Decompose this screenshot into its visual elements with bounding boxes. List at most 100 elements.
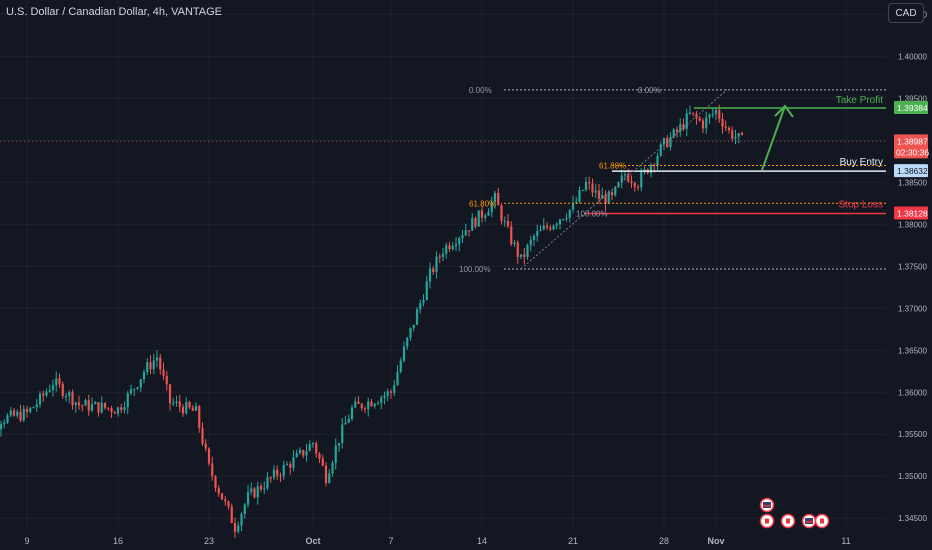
candle-body <box>175 401 178 403</box>
candle-body <box>12 410 16 416</box>
symbol-title: U.S. Dollar / Canadian Dollar, 4h, VANTA… <box>6 6 223 18</box>
candle-body <box>659 144 662 156</box>
candle-body <box>396 371 399 386</box>
candle-body <box>16 411 19 416</box>
candle-body <box>477 210 480 227</box>
candle-body <box>194 406 198 411</box>
overlays: Take Profit Buy Entry Stop Loss 0.00% 0.00% 6… <box>0 86 886 274</box>
candle-body <box>510 226 513 244</box>
candle-body <box>451 246 454 250</box>
candle-body <box>0 424 3 430</box>
candle-body <box>721 118 724 127</box>
candle-body <box>354 401 357 408</box>
candle-body <box>292 457 295 468</box>
candle-body <box>94 402 97 405</box>
candle-body <box>149 362 152 370</box>
candle-body <box>237 525 240 532</box>
candle-body <box>6 415 9 423</box>
candle-body <box>81 405 84 407</box>
candle-body <box>610 192 614 196</box>
fib-label: 100.00% <box>576 210 608 219</box>
time-tick-label: 28 <box>659 536 669 546</box>
candle-body <box>308 444 311 452</box>
candle-body <box>591 183 594 193</box>
candle-body <box>503 220 506 222</box>
arrow-head <box>774 104 794 118</box>
candle-body <box>623 174 627 176</box>
candle-body <box>487 212 490 216</box>
stop-loss-price-tag-bg <box>894 206 928 220</box>
candle-body <box>142 372 146 380</box>
candle-body <box>636 186 640 188</box>
candles <box>0 104 744 539</box>
candle-body <box>458 238 461 245</box>
time-tick-label: 11 <box>841 536 850 546</box>
candle-body <box>627 174 630 182</box>
buy-entry-price-tag-bg <box>894 164 928 178</box>
candle-body <box>172 402 175 404</box>
candle-body <box>331 462 334 474</box>
take-profit-price-tag: 1.39384 <box>897 103 928 113</box>
time-axis[interactable]: 9 16 23 Oct 7 14 21 28 Nov 11 <box>24 536 850 546</box>
candle-body <box>61 383 64 397</box>
candle-body <box>714 109 718 114</box>
candle-body <box>77 402 81 406</box>
candle-body <box>412 324 415 328</box>
candle-body <box>513 242 516 244</box>
candle-body <box>419 303 422 310</box>
economic-events[interactable] <box>759 497 830 529</box>
candle-body <box>253 488 256 498</box>
candle-body <box>367 401 370 410</box>
candle-body <box>409 327 412 338</box>
price-tick-label: 1.37500 <box>898 262 927 271</box>
candle-body <box>191 407 194 411</box>
candle-body <box>692 112 695 114</box>
candle-body <box>272 469 276 478</box>
price-axis[interactable]: 1.405001.400001.395001.390001.385001.380… <box>894 10 929 523</box>
candle-body <box>133 388 136 390</box>
candle-body <box>542 225 545 230</box>
candle-body <box>58 378 61 384</box>
candle-body <box>604 195 607 204</box>
flag-us-stripe <box>805 521 813 523</box>
candle-body <box>256 486 259 498</box>
candle-body <box>594 190 597 193</box>
candle-body <box>711 113 714 115</box>
candle-body <box>480 210 484 218</box>
candle-body <box>363 408 367 410</box>
projection-arrow <box>761 105 786 171</box>
candle-body <box>263 488 266 490</box>
stop-loss-price-tag: 1.38128 <box>897 209 928 219</box>
candle-body <box>402 346 406 361</box>
candle-body <box>536 231 539 237</box>
chart-grid <box>0 0 886 530</box>
candle-body <box>214 476 217 489</box>
candle-body <box>269 477 272 479</box>
candle-body <box>116 407 120 414</box>
time-tick-label: 9 <box>24 536 29 546</box>
price-tick-label: 1.36500 <box>898 346 927 355</box>
flag-ca-leaf <box>765 518 769 524</box>
candle-body <box>656 155 659 166</box>
time-tick-label: Oct <box>305 536 320 546</box>
take-profit-price-tag-bg <box>894 101 928 115</box>
fib-label: 100.00% <box>459 265 491 274</box>
candle-body <box>737 132 740 137</box>
candle-body <box>51 385 55 391</box>
candle-body <box>188 402 191 408</box>
candle-body <box>204 443 207 449</box>
currency-button[interactable]: CAD <box>888 3 924 23</box>
candle-body <box>302 450 305 456</box>
candle-body <box>159 357 162 370</box>
candle-body <box>545 225 549 228</box>
candle-body <box>607 192 610 204</box>
candle-body <box>298 450 302 453</box>
last-price-tag-bg <box>894 134 928 159</box>
candle-body <box>630 181 633 183</box>
candle-body <box>328 473 331 483</box>
candle-body <box>445 245 448 254</box>
candle-body <box>139 379 142 388</box>
candle-body <box>575 201 578 203</box>
candle-body <box>568 209 571 218</box>
